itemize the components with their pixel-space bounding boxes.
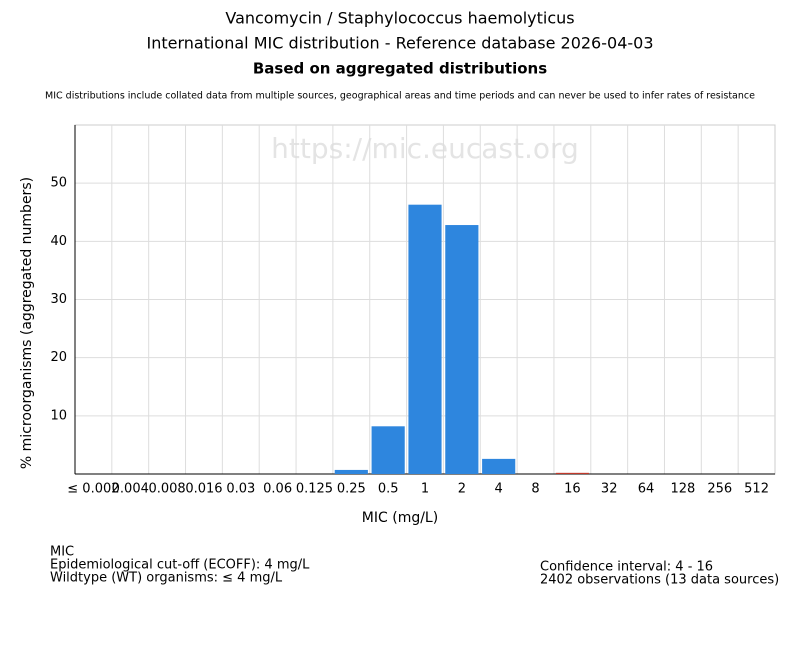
y-tick-label: 20 — [50, 350, 67, 365]
x-tick-label: 0.06 — [263, 482, 292, 497]
x-tick-label: 512 — [744, 482, 769, 497]
y-tick-label: 50 — [50, 176, 67, 191]
x-tick-label: 1 — [421, 482, 429, 497]
x-tick-label: 64 — [638, 482, 655, 497]
x-tick-label: 0.004 — [112, 482, 149, 497]
x-tick-label: 0.5 — [378, 482, 399, 497]
x-tick-label: 16 — [564, 482, 581, 497]
x-tick-label: 0.008 — [148, 482, 185, 497]
watermark: https://mic.eucast.org — [271, 132, 579, 165]
x-tick-label: 2 — [458, 482, 466, 497]
chart-subtitle: International MIC distribution - Referen… — [146, 34, 653, 53]
x-tick-label: 256 — [707, 482, 732, 497]
x-tick-label: 0.016 — [185, 482, 222, 497]
footer-text: Epidemiological cut-off (ECOFF): 4 mg/L — [50, 558, 310, 573]
x-tick-label: 0.25 — [337, 482, 366, 497]
footer-text: Confidence interval: 4 - 16 — [540, 560, 713, 575]
chart-subtitle: Based on aggregated distributions — [253, 60, 547, 78]
x-tick-label: 0.125 — [296, 482, 333, 497]
footer-text: MIC — [50, 545, 74, 560]
chart-title: Vancomycin / Staphylococcus haemolyticus — [225, 9, 574, 28]
footer-text: Wildtype (WT) organisms: ≤ 4 mg/L — [50, 571, 283, 586]
bar — [555, 472, 589, 474]
x-tick-label: 0.03 — [226, 482, 255, 497]
bar — [371, 426, 405, 474]
y-tick-label: 40 — [50, 234, 67, 249]
y-tick-label: 10 — [50, 408, 67, 423]
x-tick-label: 8 — [531, 482, 539, 497]
y-tick-label: 30 — [50, 292, 67, 307]
x-tick-label: 4 — [495, 482, 503, 497]
bar — [482, 458, 516, 474]
y-axis-label: % microorganisms (aggregated numbers) — [19, 177, 35, 469]
bar — [334, 469, 368, 474]
footer-text: 2402 observations (13 data sources) — [540, 573, 779, 588]
x-axis-label: MIC (mg/L) — [362, 510, 438, 526]
chart-note: MIC distributions include collated data … — [45, 91, 755, 102]
x-tick-label: 128 — [670, 482, 695, 497]
bar — [408, 204, 442, 474]
x-tick-label: 32 — [601, 482, 618, 497]
bar — [445, 225, 479, 474]
x-tick-label: ≤ 0.002 — [67, 482, 119, 497]
